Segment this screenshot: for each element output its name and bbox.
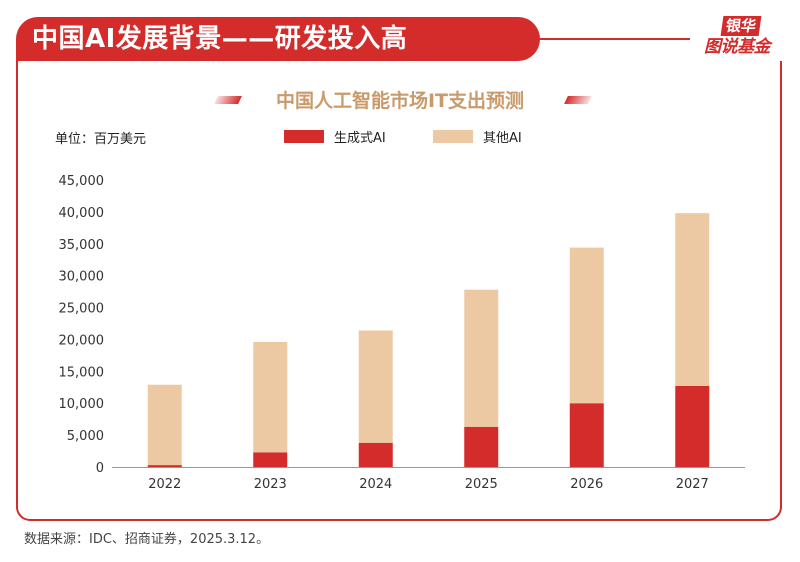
legend-item-genai: 生成式AI [284,127,386,146]
x-tick-label: 2023 [254,477,287,492]
bar-genai [358,442,393,467]
page-title: 中国AI发展背景——研发投入高 [32,24,408,54]
bar-other-ai [569,247,604,404]
y-tick-label: 20,000 [59,333,105,348]
y-tick-label: 15,000 [59,365,105,380]
bar-other-ai [358,330,393,443]
y-tick-label: 35,000 [59,238,105,253]
x-tick-label: 2025 [465,477,498,492]
data-source-note: 数据来源：IDC、招商证券，2025.3.12。 [24,532,270,547]
bar-other-ai [464,289,499,427]
bar-other-ai [253,341,288,453]
y-tick-label: 10,000 [59,397,105,412]
x-tick-label: 2027 [676,477,709,492]
y-tick-label: 30,000 [59,270,105,285]
bar-genai [569,403,604,467]
legend-label-genai: 生成式AI [334,130,386,146]
content-frame [16,61,782,521]
x-tick-label: 2022 [148,477,181,492]
chart-title: 中国人工智能市场IT支出预测 [275,90,525,112]
legend-label-other: 其他AI [483,130,522,146]
bar-other-ai [675,213,710,387]
y-tick-label: 25,000 [59,302,105,317]
logo-bottom-text: 图说基金 [704,37,771,57]
y-tick-label: 40,000 [59,206,105,221]
banner-divider-line [540,38,690,40]
brand-logo: 银华 图说基金 [700,16,784,62]
legend-swatch-other [433,129,473,143]
x-tick-label: 2024 [359,477,392,492]
title-banner [16,17,540,61]
bar-genai [675,386,710,467]
bar-genai [464,426,499,467]
unit-label: 单位：百万美元 [55,132,147,147]
bar-genai [253,452,288,467]
x-tick-label: 2026 [570,477,603,492]
legend-swatch-genai [284,129,324,143]
chart-title-wrap: 中国人工智能市场IT支出预测 [0,86,800,116]
y-tick-label: 45,000 [59,174,105,189]
legend-item-other: 其他AI [433,127,522,146]
bar-genai [147,465,182,467]
y-tick-label: 0 [96,461,104,476]
bar-other-ai [147,384,182,466]
y-tick-label: 5,000 [67,429,104,444]
